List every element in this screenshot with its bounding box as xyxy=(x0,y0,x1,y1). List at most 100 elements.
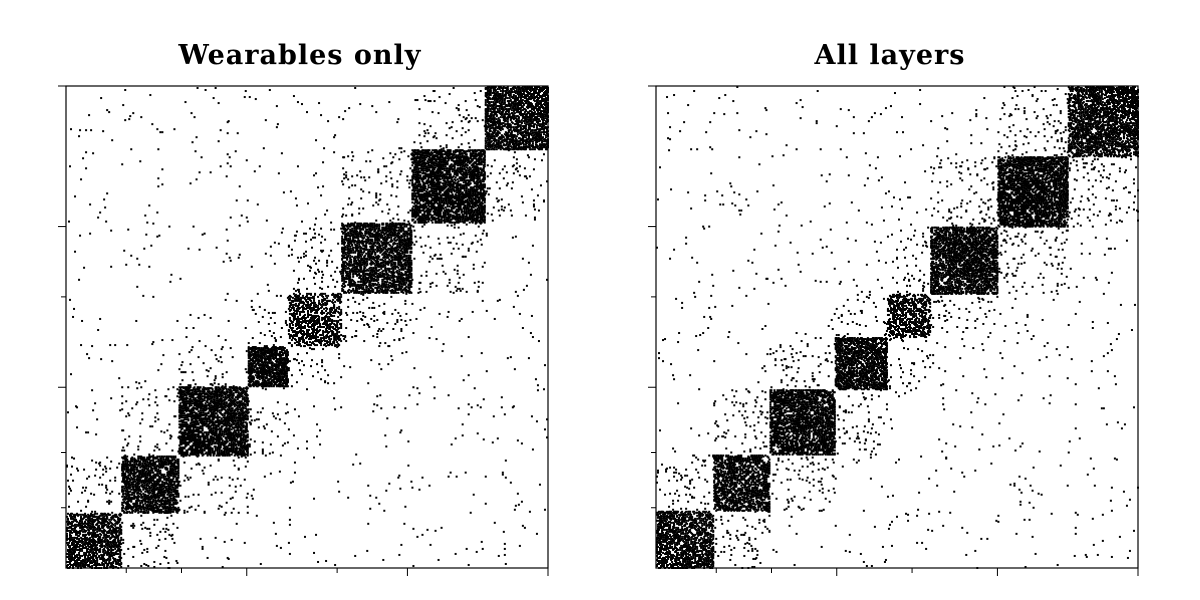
adjacency-mark xyxy=(189,389,192,392)
adjacency-mark xyxy=(147,511,150,514)
adjacency-mark xyxy=(124,465,127,468)
adjacency-mark xyxy=(215,391,218,394)
adjacency-mark xyxy=(207,397,210,400)
adjacency-mark xyxy=(228,397,231,400)
adjacency-mark xyxy=(141,470,144,473)
adjacency-mark xyxy=(77,513,80,516)
adjacency-mark xyxy=(201,451,204,454)
adjacency-mark xyxy=(119,514,122,517)
adjacency-mark xyxy=(110,565,113,568)
adjacency-mark xyxy=(242,403,245,406)
adjacency-mark xyxy=(189,392,192,395)
adjacency-mark xyxy=(227,403,230,406)
adjacency-mark xyxy=(85,561,88,564)
adjacency-mark xyxy=(141,475,144,478)
adjacency-mark xyxy=(233,415,236,418)
adjacency-mark xyxy=(148,461,151,464)
adjacency-mark xyxy=(233,422,236,425)
adjacency-mark xyxy=(234,408,237,411)
adjacency-mark xyxy=(137,457,140,460)
adjacency-mark xyxy=(164,506,167,509)
adjacency-mark xyxy=(126,461,129,464)
adjacency-mark xyxy=(184,402,187,405)
adjacency-mark xyxy=(150,486,153,489)
adjacency-mark xyxy=(224,409,227,412)
adjacency-mark xyxy=(209,419,212,422)
adjacency-mark xyxy=(196,441,199,444)
adjacency-mark xyxy=(79,529,82,532)
adjacency-mark xyxy=(276,379,279,382)
adjacency-mark xyxy=(256,367,259,370)
adjacency-mark xyxy=(225,416,228,419)
adjacency-mark xyxy=(259,354,262,357)
adjacency-mark xyxy=(161,466,164,469)
adjacency-mark xyxy=(278,384,281,387)
adjacency-mark xyxy=(245,393,248,396)
adjacency-mark xyxy=(244,391,247,394)
adjacency-mark xyxy=(119,530,122,533)
adjacency-mark xyxy=(144,467,147,470)
adjacency-mark xyxy=(147,497,150,500)
adjacency-mark xyxy=(166,496,169,499)
adjacency-mark xyxy=(213,415,216,418)
adjacency-mark xyxy=(264,353,267,356)
adjacency-mark xyxy=(225,410,228,413)
adjacency-mark xyxy=(173,495,176,498)
adjacency-mark xyxy=(72,520,75,523)
adjacency-mark xyxy=(91,545,94,548)
adjacency-mark xyxy=(242,415,245,418)
adjacency-mark xyxy=(157,458,160,461)
adjacency-mark xyxy=(229,431,232,434)
adjacency-mark xyxy=(139,492,142,495)
adjacency-mark xyxy=(218,403,221,406)
adjacency-mark xyxy=(257,372,260,375)
adjacency-mark xyxy=(93,559,96,562)
adjacency-mark xyxy=(169,480,172,483)
adjacency-mark xyxy=(89,536,92,539)
adjacency-mark xyxy=(131,483,134,486)
adjacency-mark xyxy=(108,545,111,548)
adjacency-mark xyxy=(189,452,192,455)
adjacency-mark xyxy=(228,454,231,457)
adjacency-mark xyxy=(114,530,117,533)
adjacency-mark xyxy=(118,533,121,536)
adjacency-mark xyxy=(83,513,86,516)
adjacency-mark xyxy=(246,433,249,436)
adjacency-mark xyxy=(254,351,257,354)
adjacency-mark xyxy=(235,425,238,428)
adjacency-mark xyxy=(112,540,115,543)
adjacency-mark xyxy=(283,381,286,384)
adjacency-mark xyxy=(242,435,245,438)
adjacency-mark xyxy=(146,461,149,464)
adjacency-mark xyxy=(173,473,176,476)
adjacency-mark xyxy=(209,439,212,442)
adjacency-mark xyxy=(152,498,155,501)
adjacency-mark xyxy=(233,451,236,454)
adjacency-mark xyxy=(237,408,240,411)
adjacency-mark xyxy=(180,441,183,444)
adjacency-mark xyxy=(147,463,150,466)
adjacency-mark xyxy=(196,390,199,393)
adjacency-mark xyxy=(286,379,289,382)
adjacency-mark xyxy=(129,511,132,514)
adjacency-mark xyxy=(283,385,286,388)
adjacency-mark xyxy=(151,488,154,491)
adjacency-mark xyxy=(180,391,183,394)
adjacency-mark xyxy=(165,455,168,458)
adjacency-mark xyxy=(68,541,71,544)
adjacency-mark xyxy=(213,394,216,397)
adjacency-mark xyxy=(203,399,206,402)
adjacency-mark xyxy=(181,423,184,426)
adjacency-mark xyxy=(165,457,168,460)
adjacency-mark xyxy=(226,408,229,411)
adjacency-mark xyxy=(185,403,188,406)
adjacency-mark xyxy=(156,509,159,512)
adjacency-mark xyxy=(163,473,166,476)
adjacency-mark xyxy=(233,429,236,432)
adjacency-mark xyxy=(146,503,149,506)
adjacency-mark xyxy=(148,456,151,459)
adjacency-mark xyxy=(208,415,211,418)
adjacency-mark xyxy=(185,421,188,424)
adjacency-mark xyxy=(268,374,271,377)
adjacency-mark xyxy=(142,492,145,495)
